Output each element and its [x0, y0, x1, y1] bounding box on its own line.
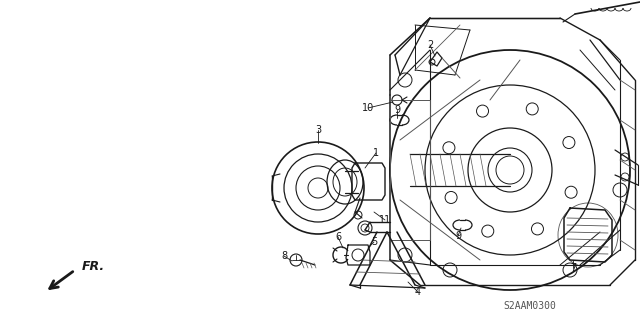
Text: 10: 10: [362, 103, 374, 113]
Text: 7: 7: [570, 263, 576, 273]
Text: 5: 5: [371, 237, 377, 247]
Text: 6: 6: [335, 232, 341, 242]
Text: 9: 9: [455, 231, 461, 241]
Text: 1: 1: [373, 148, 379, 158]
Text: FR.: FR.: [82, 261, 105, 273]
Text: 4: 4: [415, 287, 421, 297]
Text: S2AAM0300: S2AAM0300: [504, 301, 556, 311]
Text: 9: 9: [394, 105, 400, 115]
Text: 11: 11: [379, 215, 391, 225]
Text: 8: 8: [281, 251, 287, 261]
Text: 3: 3: [315, 125, 321, 135]
Text: 2: 2: [427, 40, 433, 50]
